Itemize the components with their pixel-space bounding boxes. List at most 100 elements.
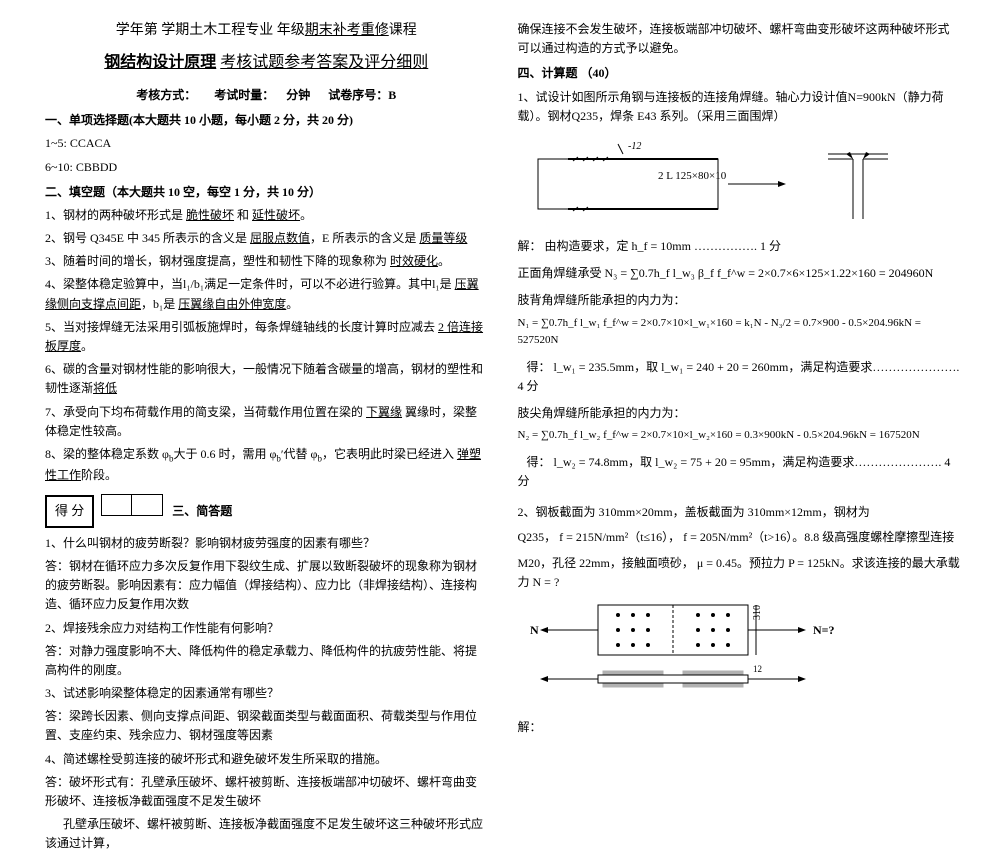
header-line-1: 学年第 学期土木工程专业 年级期末补考重修课程 xyxy=(45,20,488,42)
t: 屈服点数值 xyxy=(250,231,310,245)
section-1-title: 一、单项选择题(本大题共 10 小题，每小题 2 分，共 20 分) xyxy=(45,111,488,130)
blank-q4: 4、梁整体稳定验算中，当l₁/b₁满足一定条件时，可以不必进行验算。其中l₁是 … xyxy=(45,275,488,313)
t: 质量等级 xyxy=(419,231,467,245)
sa-a3: 答：梁跨长因素、侧向支撑点间距、钢梁截面类型与截面面积、荷载类型与作用位置、支座… xyxy=(45,707,488,745)
t: ， xyxy=(141,297,153,311)
t: l₁/b₁ xyxy=(183,277,204,291)
step3-label: 肢背角焊缝所能承担的内力为： xyxy=(518,291,961,310)
t: f = 205N/mm²（t>16） xyxy=(683,530,792,544)
t: 8、梁的整体稳定系数 φ xyxy=(45,447,169,461)
svg-text:N: N xyxy=(530,623,539,637)
step5-formula: N₂ = ∑0.7h_f l_w₂ f_f^w = 2×0.7×10×l_w₂×… xyxy=(518,427,961,445)
calc-q2a: 2、钢板截面为 310mm×20mm，盖板截面为 310mm×12mm，钢材为 xyxy=(518,503,961,522)
t: l_w₁ = 235.5mm xyxy=(554,360,635,374)
t: 时效硬化 xyxy=(390,254,438,268)
t: 是 xyxy=(440,277,455,291)
header-line-2: 钢结构设计原理 考核试题参考答案及评分细则 xyxy=(45,50,488,76)
blank-q6: 6、碳的含量对钢材性能的影响很大，一般情况下随着含碳量的增高，钢材的塑性和韧性逐… xyxy=(45,360,488,398)
section-2-title: 二、填空题（本大题共 10 空，每空 1 分，共 10 分） xyxy=(45,183,488,202)
calc-q2b: Q235， f = 215N/mm²（t≤16）， f = 205N/mm²（t… xyxy=(518,528,961,547)
t: 。 xyxy=(300,208,312,222)
continuation-text: 确保连接不会发生破坏，连接板端部冲切破坏、螺杆弯曲变形破坏这两种破坏形式可以通过… xyxy=(518,20,961,58)
t: 3、随着时间的增长，钢材强度提高，塑性和韧性下降的现象称为 xyxy=(45,254,390,268)
section-3-title: 三、简答题 xyxy=(172,504,232,518)
t: μ = 0.45 xyxy=(697,556,737,570)
section-4-title: 四、计算题 （40） xyxy=(518,64,961,83)
sa-q3: 3、试述影响梁整体稳定的因素通常有哪些？ xyxy=(45,684,488,703)
t: l₁ xyxy=(432,277,440,291)
t: l_w₂ = 74.8mm xyxy=(554,455,629,469)
t: N xyxy=(848,90,857,104)
t: ……………. 1 分 xyxy=(694,239,781,253)
t: M xyxy=(518,556,529,570)
exam-info: 考核方式： 考试时量： 分钟 试卷序号：B xyxy=(45,86,488,105)
t: 。 xyxy=(81,339,93,353)
t: 考核方式： xyxy=(136,88,196,102)
diagram-1: -12 2 L 125×80×10 xyxy=(518,134,961,229)
t: l_w₂ = 75 + 20 = 95mm xyxy=(655,455,770,469)
t: 脆性破坏 xyxy=(186,208,234,222)
blank-q2: 2、钢号 Q345E 中 345 所表示的含义是 屈服点数值，E 所表示的含义是… xyxy=(45,229,488,248)
t: ′代替 φ xyxy=(281,447,318,461)
sa-q2: 2、焊接残余应力对结构工作性能有何影响？ xyxy=(45,619,488,638)
left-column: 学年第 学期土木工程专业 年级期末补考重修课程 钢结构设计原理 考核试题参考答案… xyxy=(30,20,503,677)
t: N₃ = ∑0.7h_f l_w₃ β_f f_f^w = 2×0.7×6×12… xyxy=(605,266,934,280)
t: 学期土木工程专业 年级 xyxy=(161,23,305,38)
t: 2、钢号 Q345E 中 345 所表示的含义是 xyxy=(45,231,250,245)
diagram-2-svg: N N=? 310 12 xyxy=(518,600,898,710)
t: 。 xyxy=(438,254,450,268)
t: h_f = 10mm xyxy=(632,239,691,253)
mc-answers-2: 6~10: CBBDD xyxy=(45,158,488,177)
t: 由构造要求，定 xyxy=(545,239,632,253)
t: 考试时量： xyxy=(214,88,274,102)
t: 学年第 xyxy=(116,23,158,38)
t: 5、当对接焊缝无法采用引弧板施焊时，每条焊缝轴线的长度计算时应减去 xyxy=(45,320,438,334)
t: 1、钢材的两种破坏形式是 xyxy=(45,208,186,222)
diagram-2: N N=? 310 12 xyxy=(518,600,961,710)
t: f = 215N/mm²（t≤16） xyxy=(559,530,668,544)
solve-label: 解： 由构造要求，定 h_f = 10mm ……………. 1 分 xyxy=(518,237,961,256)
t: ， xyxy=(668,530,680,544)
t: ，它表明此时梁已经进入 xyxy=(322,447,457,461)
t: 压翼缘自由外伸宽度 xyxy=(178,297,286,311)
step2: 正面角焊缝承受 N₃ = ∑0.7h_f l_w₃ β_f f_f^w = 2×… xyxy=(518,264,961,283)
right-column: 确保连接不会发生破坏，连接板端部冲切破坏、螺杆弯曲变形破坏这两种破坏形式可以通过… xyxy=(503,20,976,677)
score-cells xyxy=(101,494,163,516)
t: 1、试设计如图所示角钢与连接板的连接角焊缝。轴心力设计值 xyxy=(518,90,848,104)
t: ，取 xyxy=(628,455,652,469)
sa-a2: 答：对静力强度影响不大、降低构件的稳定承载力、降低构件的抗疲劳性能、将提高构件的… xyxy=(45,642,488,680)
blank-q7: 7、承受向下均布荷载作用的简支梁，当荷载作用位置在梁的 下翼缘 翼缘时，梁整体稳… xyxy=(45,403,488,441)
t: 满足一定条件时，可以不必进行验算。其中 xyxy=(204,277,432,291)
diag1-label: 2 L 125×80×10 xyxy=(658,170,727,182)
t: 分钟 xyxy=(286,88,310,102)
t: 试卷序号： xyxy=(328,88,388,102)
t: P = 125kN xyxy=(788,556,840,570)
t: 阶段。 xyxy=(81,468,117,482)
t: 2、钢板截面为 310mm×20mm，盖板截面为 310mm×12mm，钢材为 xyxy=(518,505,870,519)
t: ，E 所表示的含义是 xyxy=(310,231,419,245)
sa-q1: 1、什么叫钢材的疲劳断裂？影响钢材疲劳强度的因素有哪些？ xyxy=(45,534,488,553)
step5-label: 肢尖角焊缝所能承担的内力为： xyxy=(518,404,961,423)
svg-text:N=?: N=? xyxy=(813,623,835,637)
diagram-1-svg: -12 2 L 125×80×10 xyxy=(518,134,898,229)
t: 。预拉力 xyxy=(737,556,785,570)
sa-a4a: 答：破坏形式有：孔壁承压破坏、螺杆被剪断、连接板端部冲切破坏、螺杆弯曲变形破坏、… xyxy=(45,773,488,811)
sa-a1: 答：钢材在循环应力多次反复作用下裂纹生成、扩展以致断裂破坏的现象称为钢材的疲劳断… xyxy=(45,557,488,615)
solve-2: 解： xyxy=(518,718,961,737)
blank-q8: 8、梁的整体稳定系数 φb大于 0.6 时，需用 φb′代替 φb，它表明此时梁… xyxy=(45,445,488,485)
svg-text:12: 12 xyxy=(753,664,762,674)
t: 和 xyxy=(234,208,252,222)
t: 正面角焊缝承受 xyxy=(518,266,605,280)
step4: 得： l_w₁ = 235.5mm，取 l_w₁ = 240 + 20 = 26… xyxy=(518,358,961,396)
t: l_w₁ = 240 + 20 = 260mm xyxy=(661,360,788,374)
t: 将低 xyxy=(93,381,117,395)
t: 课程 xyxy=(389,23,417,38)
t: 下翼缘 xyxy=(366,405,402,419)
sa-q4: 4、简述螺栓受剪连接的破坏形式和避免破坏发生所采取的措施。 xyxy=(45,750,488,769)
t: 得： xyxy=(527,360,551,374)
svg-text:310: 310 xyxy=(752,605,763,620)
t: ，取 xyxy=(634,360,658,374)
blank-q5: 5、当对接焊缝无法采用引弧板施焊时，每条焊缝轴线的长度计算时应减去 2 倍连接板… xyxy=(45,318,488,356)
calc-q2c: M20，孔径 22mm，接触面喷砂， μ = 0.45。预拉力 P = 125k… xyxy=(518,554,961,592)
t: B xyxy=(388,88,396,102)
